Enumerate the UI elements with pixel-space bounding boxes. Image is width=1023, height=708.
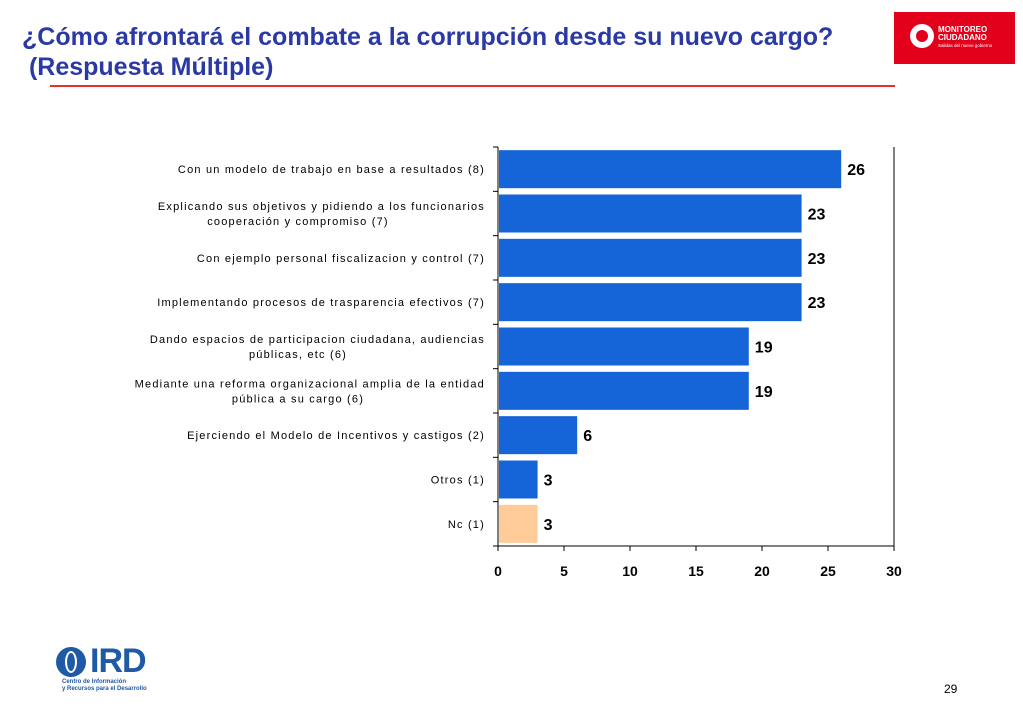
slide-title: ¿Cómo afrontará el combate a la corrupci… [22, 22, 892, 82]
x-tick-label: 30 [886, 563, 902, 579]
slide-title-line-1: ¿Cómo afrontará el combate a la corrupci… [22, 23, 834, 51]
category-label: Con un modelo de trabajo en base a resul… [178, 164, 485, 176]
bar [499, 150, 842, 189]
category-label: pública a su cargo (6) [232, 393, 364, 405]
data-label: 26 [847, 162, 865, 179]
x-tick-label: 5 [560, 563, 568, 579]
ird-logo: IRD Centro de Información y Recursos par… [56, 642, 166, 696]
category-label: Con ejemplo personal fiscalizacion y con… [197, 253, 485, 265]
category-label: cooperación y compromiso (7) [207, 216, 389, 228]
globe-icon [56, 647, 86, 677]
ird-subtitle: Centro de Información y Recursos para el… [62, 679, 147, 693]
brand-line-2: CIUDADANO [938, 33, 987, 42]
x-tick-label: 25 [820, 563, 836, 579]
x-tick-label: 0 [494, 563, 502, 579]
category-label: Ejerciendo el Modelo de Incentivos y cas… [187, 430, 485, 442]
bar [499, 327, 749, 366]
bar [499, 371, 749, 410]
data-label: 6 [583, 428, 592, 445]
category-label: Nc (1) [448, 519, 485, 531]
slide-title-line-2: (Respuesta Múltiple) [22, 53, 274, 81]
brand-line-1: MONITOREO [938, 25, 988, 34]
category-label: Explicando sus objetivos y pidiendo a lo… [158, 201, 485, 213]
bar [499, 194, 802, 233]
ird-subtitle-line-2: y Recursos para el Desarrollo [62, 686, 147, 692]
data-label: 23 [808, 295, 826, 312]
category-label: Implementando procesos de trasparencia e… [157, 297, 485, 309]
data-label: 19 [755, 384, 773, 401]
data-label: 23 [808, 251, 826, 268]
bar [499, 238, 802, 277]
seal-icon [910, 24, 934, 48]
brand-tagline: Salidas del nuevo gobierno [938, 43, 993, 48]
data-label: 19 [755, 340, 773, 357]
category-label: Otros (1) [431, 475, 485, 487]
data-label: 23 [808, 207, 826, 224]
ird-subtitle-line-1: Centro de Información [62, 679, 127, 685]
monitoreo-ciudadano-logo: MONITOREO CIUDADANO Salidas del nuevo go… [894, 12, 1015, 64]
title-underline [50, 85, 895, 87]
data-label: 3 [544, 517, 553, 534]
page-number: 29 [944, 682, 958, 696]
bar [499, 460, 538, 499]
category-label: Mediante una reforma organizacional ampl… [135, 378, 485, 390]
ird-wordmark: IRD [90, 642, 147, 680]
x-tick-label: 10 [622, 563, 638, 579]
bar [499, 504, 538, 543]
x-tick-label: 15 [688, 563, 704, 579]
bar [499, 416, 578, 455]
bar [499, 283, 802, 322]
category-label: Dando espacios de participacion ciudadan… [150, 334, 485, 346]
data-label: 3 [544, 473, 553, 490]
category-label: públicas, etc (6) [249, 349, 347, 361]
x-tick-label: 20 [754, 563, 770, 579]
